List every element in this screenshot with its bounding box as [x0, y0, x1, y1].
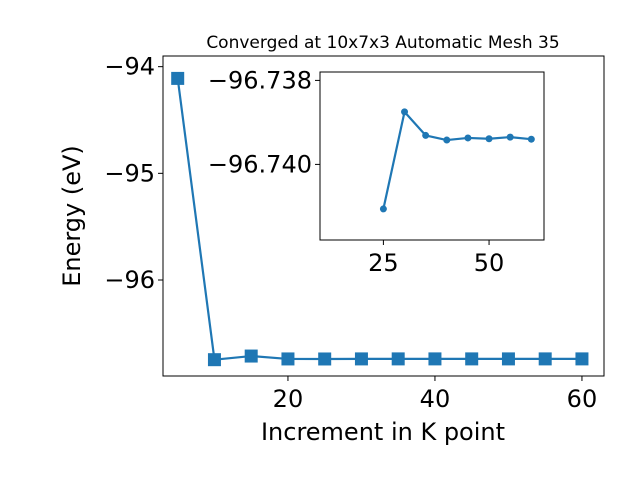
inset-data-point: [422, 131, 430, 139]
data-point: [281, 352, 295, 366]
inset-y-tick-label: −96.738: [208, 66, 312, 94]
data-point: [465, 352, 479, 366]
inset-data-point: [506, 133, 514, 141]
chart-title: Converged at 10x7x3 Automatic Mesh 35: [206, 33, 559, 53]
inset-data-point: [379, 205, 387, 213]
x-tick-label: 60: [567, 385, 598, 413]
axes-frame: [162, 55, 605, 377]
inset-axes-frame: [319, 71, 545, 241]
y-tick-label: −96: [104, 266, 155, 294]
data-point: [171, 71, 185, 85]
x-tick-label: 20: [273, 385, 304, 413]
inset-data-point: [464, 134, 472, 142]
x-tick-label: 40: [420, 385, 451, 413]
inset-series-line: [382, 110, 532, 210]
inset-data-point: [485, 135, 493, 143]
y-axis-label: Energy (eV): [58, 145, 86, 287]
y-tick-label: −95: [104, 159, 155, 187]
data-point: [501, 352, 515, 366]
inset-y-tick-label: −96.740: [208, 150, 312, 178]
data-point: [428, 352, 442, 366]
inset-data-point: [401, 108, 409, 116]
data-point: [575, 352, 589, 366]
data-point: [538, 352, 552, 366]
data-point: [207, 353, 221, 367]
data-point: [244, 349, 258, 363]
inset-x-tick-label: 50: [474, 249, 505, 277]
data-point: [391, 352, 405, 366]
x-axis-label: Increment in K point: [261, 418, 505, 446]
main-plot: 20 40 60 −94 −95 −96: [104, 53, 605, 413]
y-tick-label: −94: [104, 53, 155, 81]
series-line: [176, 78, 582, 361]
data-point: [354, 352, 368, 366]
data-point: [318, 352, 332, 366]
inset-data-point: [443, 136, 451, 144]
inset-x-tick-label: 25: [368, 249, 399, 277]
inset-data-point: [527, 135, 535, 143]
inset-plot: 25 50 −96.740 −96.738: [208, 66, 545, 277]
